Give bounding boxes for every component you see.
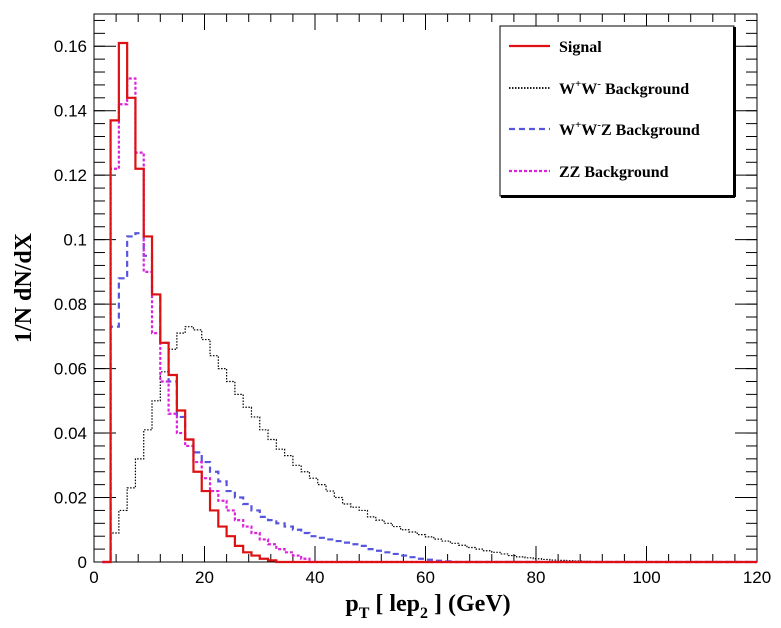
series-w-w-z-background-line <box>102 232 757 564</box>
axis-ticks <box>93 14 758 563</box>
y-tick-label: 0.02 <box>54 489 87 508</box>
y-tick-label: 0.12 <box>54 166 87 185</box>
y-tick-label: 0.16 <box>54 37 87 56</box>
y-tick-label: 0.06 <box>54 360 87 379</box>
y-tick-label: 0.08 <box>54 295 87 314</box>
x-axis-title: pT [ lep2 ] (GeV) <box>345 591 510 622</box>
series-zz-background-line <box>102 77 757 564</box>
y-tick-label: 0.14 <box>54 102 87 121</box>
series-signal-line <box>102 41 757 564</box>
series-layer <box>102 41 757 564</box>
x-tick-label: 0 <box>89 568 98 587</box>
legend-label: Signal <box>559 39 602 56</box>
legend-label: W+W-Z Background <box>559 119 700 139</box>
x-tick-label: 120 <box>743 568 771 587</box>
x-tick-label: 60 <box>416 568 435 587</box>
legend: Signal W+W- Background W+W-Z Background ZZ … <box>499 25 736 198</box>
series-w-w-background-line <box>102 326 757 563</box>
y-tick-label: 0 <box>78 553 87 572</box>
x-tick-label: 40 <box>306 568 325 587</box>
x-tick-label: 100 <box>632 568 660 587</box>
x-tick-label: 20 <box>195 568 214 587</box>
x-tick-label: 80 <box>527 568 546 587</box>
legend-label: ZZ Background <box>559 164 669 181</box>
tick-labels: 0 0.02 0.04 0.06 0.08 0.1 0.12 0.14 0.16 0 20 40 60 8… <box>54 37 771 587</box>
y-tick-label: 0.04 <box>54 424 87 443</box>
legend-box <box>499 25 735 197</box>
y-tick-label: 0.1 <box>63 231 87 250</box>
y-axis-title: 1/N dN/dX <box>11 232 37 343</box>
legend-label: W+W- Background <box>559 78 689 98</box>
